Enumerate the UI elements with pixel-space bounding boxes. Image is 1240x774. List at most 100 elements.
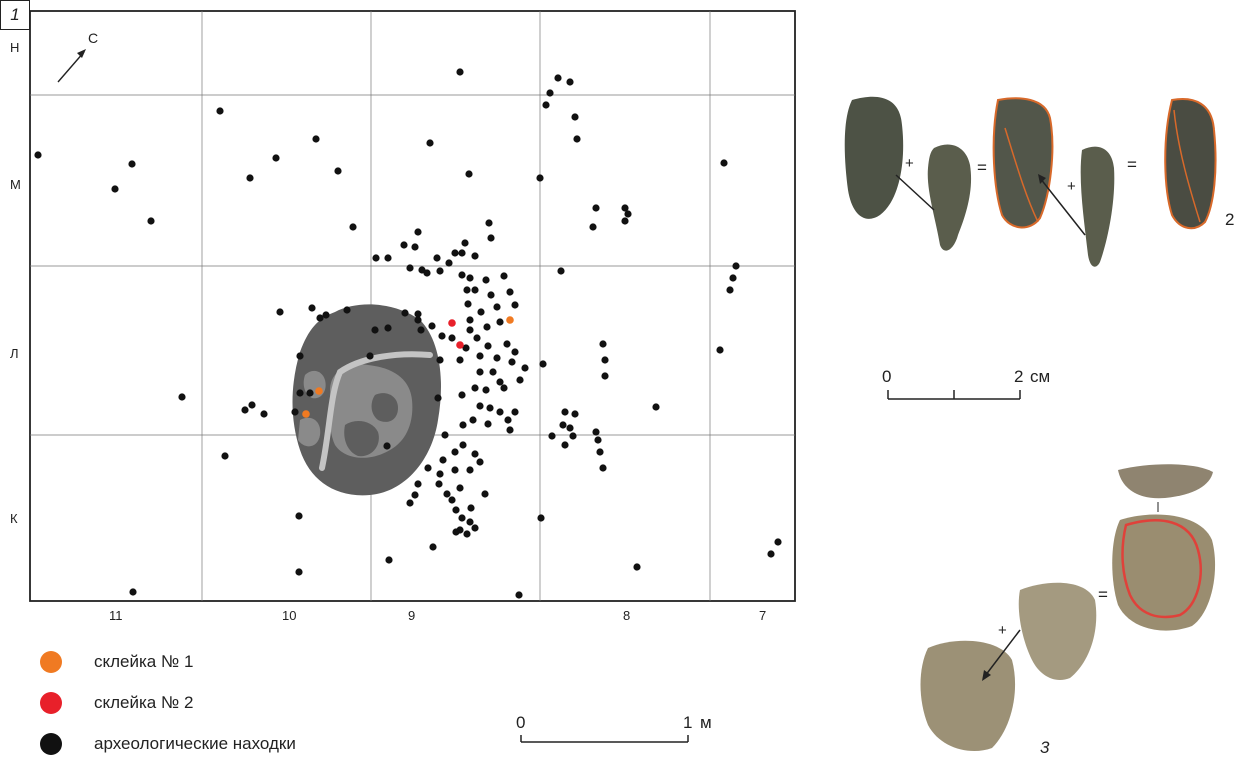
find-dot (384, 324, 392, 332)
col-label-9: 9 (408, 608, 416, 623)
orange-dot-icon (40, 651, 62, 673)
find-dot (129, 588, 137, 596)
find-dot (456, 68, 464, 76)
find-dot (484, 342, 492, 350)
find-dot (515, 591, 523, 599)
find-dot (438, 332, 446, 340)
find-dot (569, 432, 577, 440)
stone-hearth (292, 304, 441, 496)
find-dot (424, 464, 432, 472)
find-dot (471, 524, 479, 532)
find-dot (443, 490, 451, 498)
legend-label: археологические находки (94, 734, 296, 753)
find-dot (128, 160, 136, 168)
find-dot (589, 223, 597, 231)
col-label-7: 7 (759, 608, 767, 623)
find-dot (732, 262, 740, 270)
find-dot (423, 269, 431, 277)
find-dot (571, 113, 579, 121)
find-dot (343, 306, 351, 314)
find-dot (561, 441, 569, 449)
find-dot (291, 408, 299, 416)
find-dot (406, 264, 414, 272)
refit2-equals: = (977, 158, 987, 177)
find-dot (476, 402, 484, 410)
find-dot (260, 410, 268, 418)
row-label-m: М (10, 177, 21, 192)
find-dot (554, 74, 562, 82)
find-dot (561, 408, 569, 416)
find-dot (566, 78, 574, 86)
find-dot (458, 391, 466, 399)
find-dot (414, 480, 422, 488)
compass-label: С (88, 30, 99, 46)
find-dot (548, 432, 556, 440)
find-dot (624, 210, 632, 218)
find-dot (316, 314, 324, 322)
find-dot (559, 421, 567, 429)
find-dot (417, 326, 425, 334)
find-dot (456, 484, 464, 492)
find-dot (322, 311, 330, 319)
find-dot (34, 151, 42, 159)
find-dot (483, 323, 491, 331)
find-dot (383, 442, 391, 450)
refit-1-dot (315, 387, 323, 395)
find-dot (729, 274, 737, 282)
find-dot (466, 326, 474, 334)
find-dot (295, 512, 303, 520)
find-dot (716, 346, 724, 354)
find-dot (308, 304, 316, 312)
find-dot (429, 543, 437, 551)
find-dot (246, 174, 254, 182)
find-dot (493, 354, 501, 362)
find-dot (601, 372, 609, 380)
find-dot (571, 410, 579, 418)
red-dot-icon (40, 692, 62, 714)
find-dot (473, 334, 481, 342)
find-dot (511, 408, 519, 416)
find-dot (557, 267, 565, 275)
find-dot (334, 167, 342, 175)
archaeological-finds (34, 68, 782, 599)
find-dot (272, 154, 280, 162)
find-dot (349, 223, 357, 231)
refit-2-dot (456, 341, 464, 349)
find-dot (296, 352, 304, 360)
find-dot (241, 406, 249, 414)
find-dot (466, 316, 474, 324)
find-dot (592, 204, 600, 212)
legend-label: склейка № 2 (94, 693, 194, 712)
find-dot (111, 185, 119, 193)
find-dot (459, 441, 467, 449)
find-dot (592, 428, 600, 436)
find-dot (372, 254, 380, 262)
scale-small-zero: 0 (882, 367, 892, 386)
col-label-11: 11 (109, 608, 123, 623)
find-dot (401, 309, 409, 317)
find-dot (451, 249, 459, 257)
find-dot (542, 101, 550, 109)
north-arrow-icon (57, 49, 86, 83)
find-dot (508, 358, 516, 366)
find-dot (471, 252, 479, 260)
find-dot (467, 504, 475, 512)
refit2-equals: = (1127, 155, 1137, 174)
refit-1-dot (302, 410, 310, 418)
find-dot (471, 450, 479, 458)
scale-main-unit: м (700, 713, 712, 732)
scale-small-unit: см (1030, 367, 1051, 386)
find-dot (436, 356, 444, 364)
find-dot (599, 464, 607, 472)
scale-main-end: 1 (683, 713, 693, 732)
find-dot (462, 344, 470, 352)
find-dot (414, 228, 422, 236)
find-dot (539, 360, 547, 368)
find-dot (652, 403, 660, 411)
find-dot (506, 426, 514, 434)
find-dot (458, 514, 466, 522)
find-dot (451, 466, 459, 474)
find-dot (436, 267, 444, 275)
find-dot (481, 490, 489, 498)
